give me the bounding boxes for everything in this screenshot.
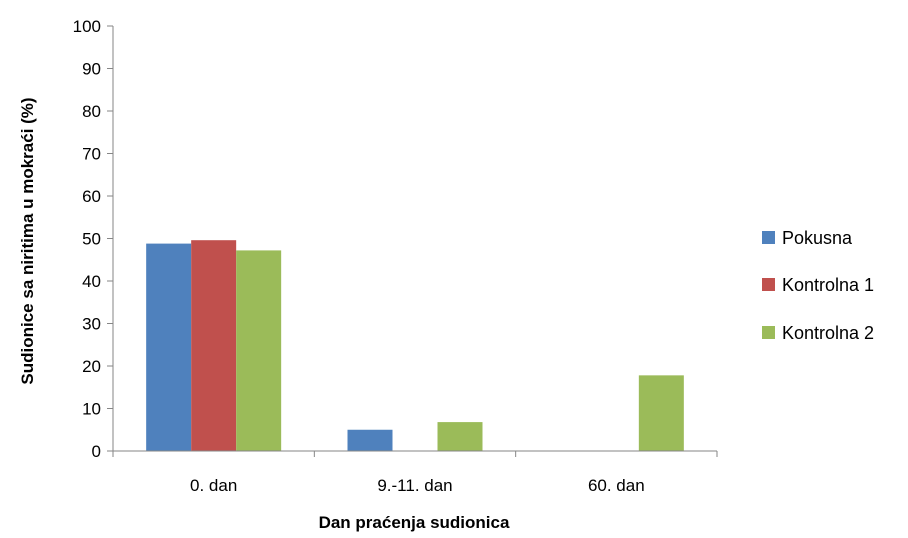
y-tick-label: 10 [82,400,101,419]
legend-label: Kontrolna 1 [782,275,874,295]
bar-kontrolna-1-0 [191,240,237,451]
y-tick-label: 20 [82,357,101,376]
bar-kontrolna-2-0 [236,250,282,451]
y-axis-title: Sudionice sa niritima u mokraći (%) [18,97,37,384]
legend-swatch-pokusna [762,231,775,244]
x-tick-label: 9.-11. dan [377,476,452,495]
y-tick-label: 90 [82,60,101,79]
y-tick-label: 0 [92,442,101,461]
axes [112,26,717,452]
y-tick-label: 40 [82,272,101,291]
y-tick-label: 100 [73,17,101,36]
bars [146,240,684,451]
x-axis-title: Dan praćenja sudionica [319,513,510,532]
legend-swatch-kontrolna-1 [762,278,775,291]
y-tick-label: 60 [82,187,101,206]
legend: Pokusna Kontrolna 1 Kontrolna 2 [762,228,874,343]
bar-kontrolna-2-2 [638,375,684,451]
y-tick-label: 70 [82,145,101,164]
y-tick-label: 50 [82,230,101,249]
x-tick-label: 0. dan [190,476,237,495]
y-tick-label: 80 [82,102,101,121]
bar-pokusna-1 [347,429,393,451]
bar-kontrolna-2-1 [437,422,483,451]
legend-label: Kontrolna 2 [782,323,874,343]
legend-swatch-kontrolna-2 [762,326,775,339]
y-tick-label: 30 [82,315,101,334]
x-tick-label: 60. dan [588,476,645,495]
legend-label: Pokusna [782,228,853,248]
bar-pokusna-0 [146,243,192,451]
x-axis-ticks: 0. dan 9.-11. dan 60. dan [112,451,718,495]
y-axis-ticks: 0 10 20 30 40 50 60 70 80 90 100 [73,17,113,461]
